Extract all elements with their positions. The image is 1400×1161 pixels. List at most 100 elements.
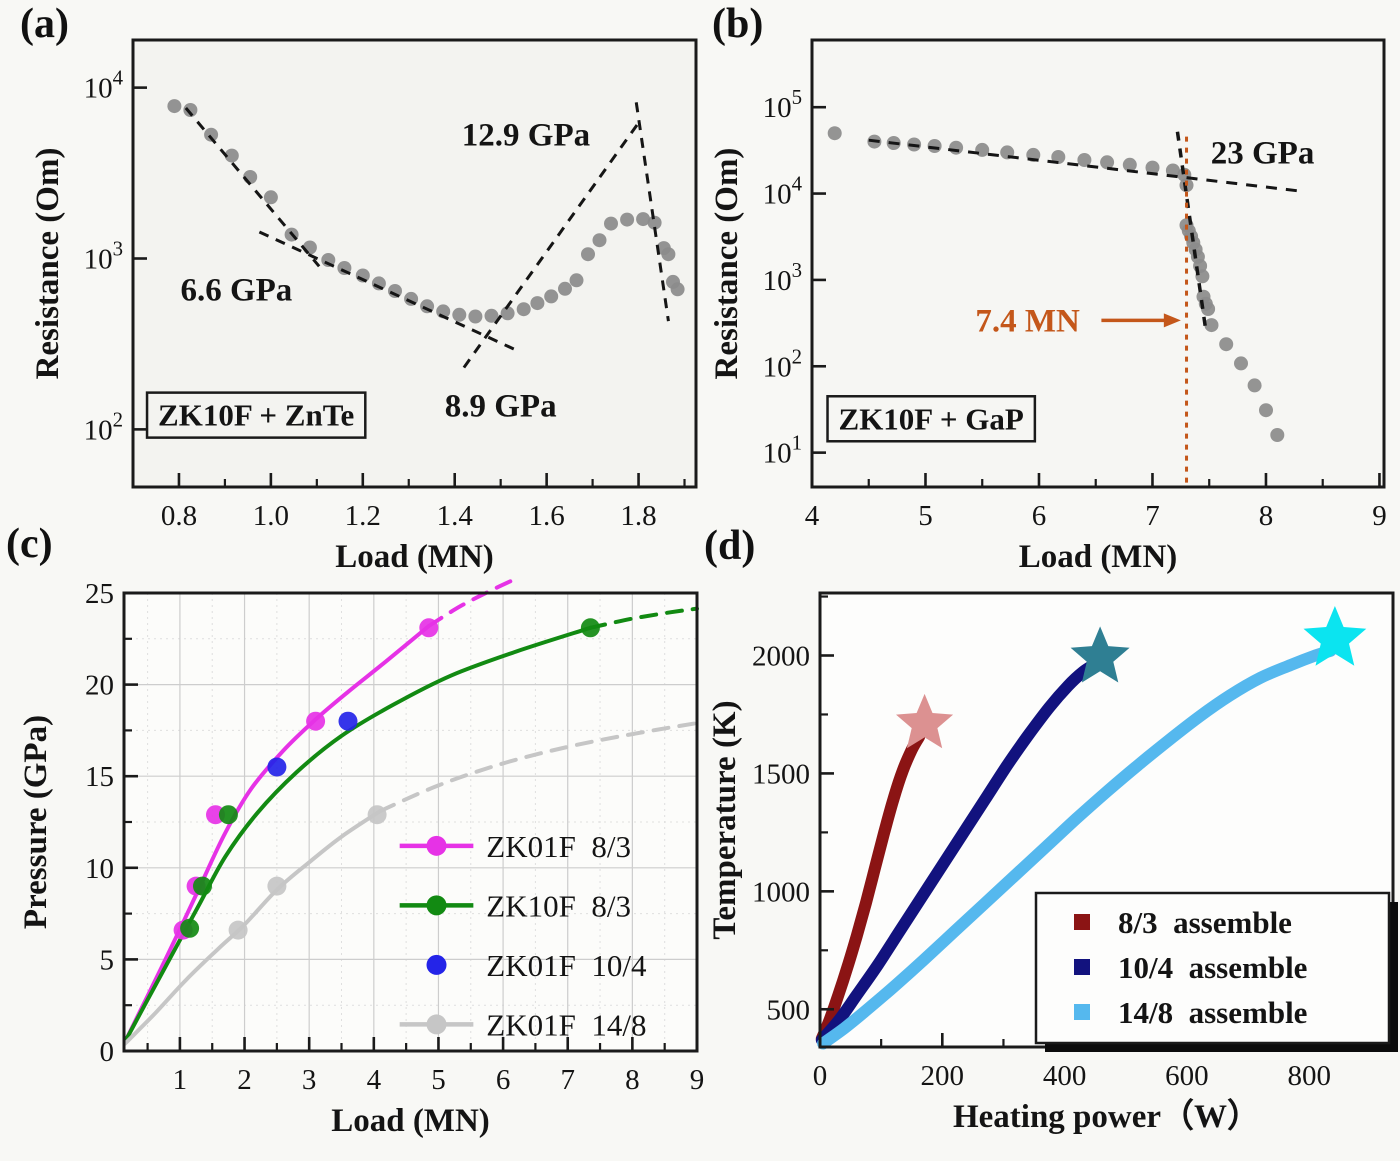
- panel-a: 12.9 GPa 6.6 GPa 8.9 GPa ZK10F + ZnTe 0.8 1.0…: [30, 38, 698, 575]
- panel-b: 23 GPa 7.4 MN ZK10F + GaP 4 5 6 7 8 9 101 102 103 10…: [709, 38, 1387, 575]
- legend-marker: [426, 895, 447, 916]
- series-resistance-ZnTe: [167, 99, 685, 324]
- data-point: [193, 876, 212, 896]
- data-point: [1234, 356, 1248, 371]
- panel-letter-a: (a): [20, 1, 69, 47]
- y-axis-label: Resistance (Om): [30, 148, 66, 380]
- data-point: [1122, 157, 1137, 172]
- x-tick-label: 1.2: [345, 500, 381, 532]
- data-point: [500, 306, 515, 321]
- annotation-anno-12-9-gpa: 12.9 GPa: [462, 118, 590, 154]
- curve: [815, 658, 1100, 1046]
- annotation-anno-7-4-mn: 7.4 MN: [975, 303, 1080, 339]
- data-point: [167, 99, 182, 114]
- series-assemble-10-4-curve: [815, 658, 1100, 1046]
- y-tick-label: 1500: [752, 758, 810, 790]
- legend-label: ZK01F 8/3: [486, 829, 631, 864]
- axis-ticks: [124, 591, 699, 1053]
- axes-frame: [131, 38, 698, 489]
- y-tick-label: 2000: [752, 640, 810, 672]
- panel-letter-d: (d): [704, 523, 756, 569]
- y-axis-label: Resistance (Om): [709, 148, 745, 380]
- x-axis-label: Load (MN): [331, 1103, 490, 1139]
- data-point: [544, 289, 559, 304]
- legend-box: [1034, 891, 1391, 1045]
- curve: [378, 721, 699, 813]
- axes-frame: [810, 38, 1386, 489]
- data-point: [1100, 155, 1115, 170]
- legend-label: 8/3 assemble: [1118, 905, 1292, 940]
- x-tick-label: 400: [1043, 1060, 1087, 1092]
- data-point: [604, 216, 618, 231]
- data-point: [1145, 160, 1160, 175]
- x-tick-label: 1.0: [253, 500, 289, 532]
- legend: ZK01F 8/3 ZK10F 8/3 ZK01F 10/4 ZK01F 14/8: [399, 829, 647, 1042]
- series-ZK10F-8-3-curve: [123, 625, 593, 1044]
- data-point: [228, 920, 248, 940]
- x-tick-label: 7: [560, 1064, 575, 1096]
- series-ZK01F-8-3-curve: [123, 624, 431, 1044]
- data-point: [1270, 428, 1285, 442]
- y-tick-label: 5: [100, 944, 115, 976]
- data-point: [404, 291, 419, 306]
- data-point: [306, 711, 326, 731]
- data-point: [180, 918, 200, 938]
- data-point: [1204, 318, 1219, 333]
- y-tick-label: 500: [767, 994, 811, 1026]
- end-star: [896, 693, 954, 749]
- x-tick-label: 7: [1145, 500, 1160, 532]
- data-point: [975, 142, 990, 157]
- data-point: [452, 307, 467, 322]
- y-tick-label: 102: [763, 344, 802, 383]
- data-point: [263, 190, 278, 205]
- data-point: [827, 126, 842, 141]
- panel-letter-c: (c): [6, 521, 53, 567]
- x-tick-label: 4: [367, 1064, 382, 1096]
- axis-ticks: [810, 105, 1381, 487]
- y-tick-label: 1000: [752, 876, 810, 908]
- data-point: [224, 148, 239, 163]
- x-tick-label: 1: [173, 1064, 188, 1096]
- x-tick-label: 1.8: [620, 500, 656, 532]
- curve: [588, 606, 699, 630]
- legend-marker: [426, 954, 447, 975]
- legend-marker: [426, 835, 447, 856]
- legend: 8/3 assemble 10/4 assemble 14/8 assemble: [1034, 891, 1398, 1052]
- data-point: [620, 212, 635, 227]
- data-point: [558, 281, 572, 296]
- curve: [815, 730, 926, 1045]
- data-point: [516, 302, 531, 317]
- sample-label-box: [826, 395, 1037, 443]
- legend-label: ZK10F 8/3: [486, 888, 631, 923]
- series-ZK01F-8-3-extrapolation: [426, 578, 515, 628]
- annotation-anno-8-9-gpa: 8.9 GPa: [445, 388, 557, 424]
- series-assemble-14-8-curve: [817, 644, 1337, 1050]
- y-tick-label: 105: [763, 85, 802, 124]
- x-tick-label: 0: [813, 1060, 828, 1092]
- x-tick-label: 800: [1287, 1060, 1331, 1092]
- y-tick-label: 104: [763, 172, 803, 211]
- legend-label: ZK01F 10/4: [486, 948, 647, 983]
- data-point: [580, 618, 600, 638]
- curve: [817, 644, 1337, 1050]
- data-point: [484, 308, 499, 323]
- data-point: [204, 127, 219, 142]
- data-point: [1077, 153, 1092, 167]
- series-ZK01F-10-4-points: [267, 711, 358, 777]
- end-star: [1303, 606, 1367, 666]
- annotation-anno-23-gpa: 23 GPa: [1211, 135, 1315, 171]
- data-point: [670, 282, 685, 297]
- panel-letter-b: (b): [712, 1, 764, 47]
- curve: [426, 578, 515, 628]
- x-tick-label: 6: [496, 1064, 511, 1096]
- y-tick-label: 101: [763, 431, 802, 470]
- series-ZK01F-14-8-points: [228, 805, 387, 940]
- curve: [123, 624, 431, 1044]
- data-point: [367, 805, 387, 825]
- data-point: [218, 805, 238, 825]
- y-axis-label: Temperature (K): [707, 700, 743, 939]
- x-tick-label: 8: [1259, 500, 1274, 532]
- data-point: [338, 711, 358, 731]
